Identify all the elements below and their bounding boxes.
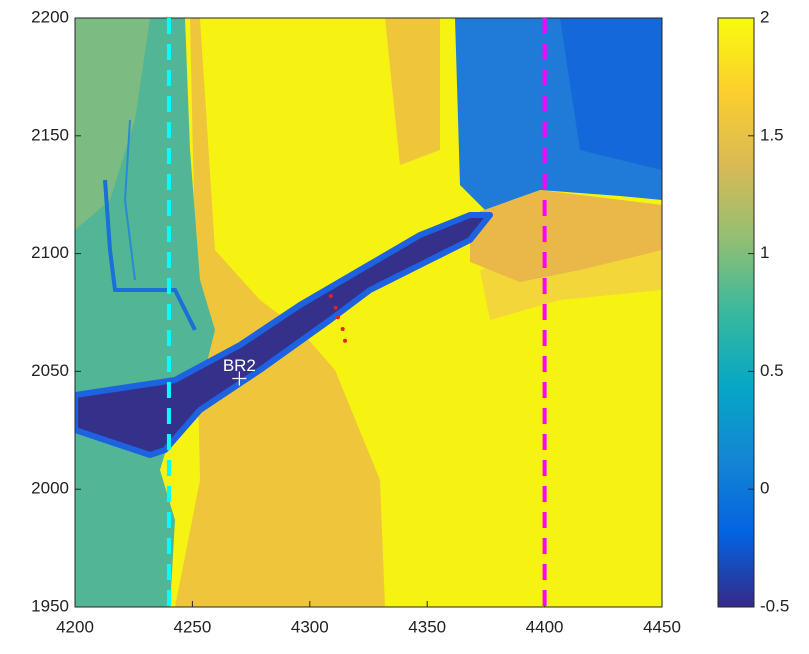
x-tick-label: 4250 (173, 617, 211, 636)
y-tick-label: 2050 (31, 361, 69, 380)
colorbar-tick-label: 1 (760, 243, 769, 262)
x-tick-label: 4450 (643, 617, 681, 636)
x-tick-label: 4200 (56, 617, 94, 636)
marker-label: BR2 (223, 356, 256, 375)
x-tick-label: 4350 (408, 617, 446, 636)
colorbar-tick-label: 2 (760, 7, 769, 26)
point (340, 326, 345, 331)
y-tick-label: 2100 (31, 243, 69, 262)
colorbar-tick-label: 0 (760, 479, 769, 498)
colorbar-tick-label: -0.5 (760, 596, 789, 615)
colorbar-tick-label: 0.5 (760, 361, 784, 380)
y-tick-label: 2000 (31, 479, 69, 498)
point (328, 294, 333, 299)
point (333, 305, 338, 310)
point (343, 338, 348, 343)
plot-frame (74, 17, 663, 608)
x-tick-label: 4400 (526, 617, 564, 636)
y-tick-label: 1950 (31, 596, 69, 615)
colorbar (717, 17, 755, 608)
y-tick-label: 2200 (31, 7, 69, 26)
colorbar-tick-label: 1.5 (760, 125, 784, 144)
point (335, 315, 340, 320)
marker (232, 371, 247, 386)
x-tick-label: 4300 (291, 617, 329, 636)
y-tick-label: 2150 (31, 125, 69, 144)
elevation-image (75, 18, 662, 607)
